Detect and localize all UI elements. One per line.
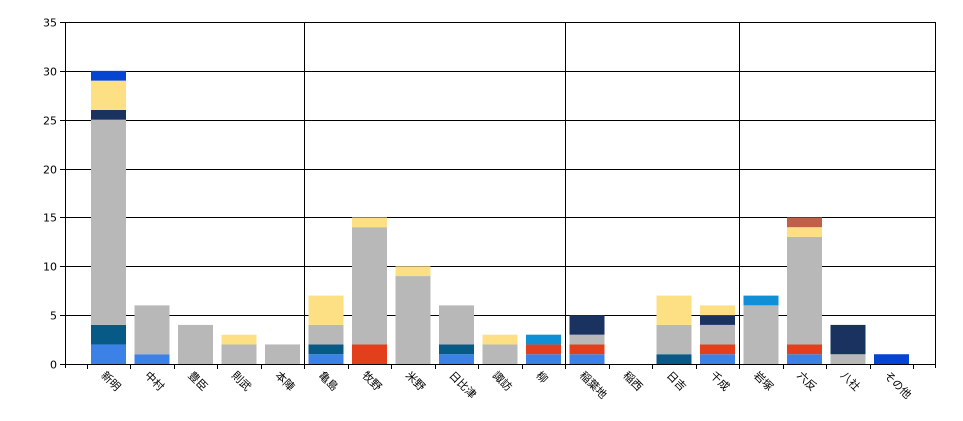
x-category-label: 日比津 [446, 369, 479, 402]
x-category-label: 日吉 [664, 369, 689, 394]
bar-segment [874, 354, 909, 364]
y-tick-label: 10 [43, 261, 57, 274]
bar-segment [830, 324, 866, 355]
x-category-label: 諏訪 [490, 368, 515, 393]
bar-layer [91, 70, 909, 364]
bar-segment [787, 236, 822, 345]
bar-segment [656, 295, 692, 325]
bar-segment [743, 295, 779, 306]
y-tick-label: 30 [43, 66, 57, 79]
bar-segment [352, 227, 387, 345]
bar-segment [700, 344, 735, 355]
bar-segment [656, 324, 692, 355]
x-category-label: 稲西 [620, 369, 645, 394]
bar-segment [569, 344, 605, 355]
bar-segment [395, 276, 431, 364]
x-category-label: 牧野 [359, 368, 384, 393]
y-tick-label: 20 [43, 164, 57, 177]
x-category-label: 亀島 [316, 368, 341, 393]
x-category-label: 六反 [794, 369, 819, 394]
bar-segment [700, 305, 735, 316]
bar-segment [787, 227, 822, 237]
bar-segment [569, 334, 605, 345]
bar-segment [700, 315, 735, 325]
bar-segment [526, 344, 561, 355]
bar-segment [439, 305, 474, 345]
bar-segment [352, 344, 387, 364]
bar-segment [91, 80, 126, 110]
bar-segment [308, 295, 344, 325]
bar-segment [700, 324, 735, 345]
x-category-label: 新明 [98, 368, 123, 393]
x-category-label: 千成 [707, 369, 732, 394]
x-category-label: 米野 [403, 369, 428, 394]
bar-segment [265, 344, 300, 364]
axis-layer [60, 22, 936, 369]
bar-segment [439, 344, 474, 355]
x-category-label: 本陣 [272, 368, 297, 393]
x-category-label: 豊臣 [185, 369, 210, 394]
x-category-label: その他 [881, 369, 914, 402]
y-tick-label: 5 [50, 310, 57, 323]
x-category-label: 稲葉地 [577, 368, 610, 401]
x-category-label: 柳 [533, 368, 551, 386]
bar-segment [700, 354, 735, 364]
bar-segment [221, 334, 257, 345]
bar-segment [352, 217, 387, 228]
bar-segment [569, 315, 605, 335]
y-tick-label: 15 [43, 212, 57, 225]
bar-segment [178, 324, 213, 364]
bar-segment [787, 354, 822, 364]
bar-segment [91, 119, 126, 325]
bar-segment [134, 354, 170, 364]
bar-segment [308, 324, 344, 345]
x-category-label: 則武 [229, 369, 254, 394]
bar-segment [91, 109, 126, 120]
x-category-label: 岩塚 [751, 368, 776, 393]
bar-segment [787, 344, 822, 355]
bar-segment [526, 334, 561, 345]
bar-segment [308, 354, 344, 364]
bar-segment [308, 344, 344, 355]
y-tick-label: 25 [43, 115, 57, 128]
y-tick-label: 0 [50, 359, 57, 372]
bar-segment [439, 354, 474, 364]
bar-segment [482, 334, 518, 345]
bar-segment [830, 354, 866, 364]
bar-segment [569, 354, 605, 364]
label-layer: 0 5 10 15 20 25 30 35 新明 中村 豊臣 則武 本陣 亀島 牧野 米野 日比津 諏訪柳 稲葉地稲… [43, 17, 914, 402]
bar-segment [743, 305, 779, 364]
x-category-label: 中村 [142, 368, 167, 393]
grid-layer [65, 22, 935, 364]
bar-segment [787, 217, 822, 228]
x-category-label: 八社 [838, 368, 863, 393]
bar-segment [656, 354, 692, 364]
bar-segment [91, 70, 126, 81]
bar-segment [395, 266, 431, 277]
bar-segment [526, 354, 561, 364]
bar-segment [134, 305, 170, 355]
bar-segment [482, 344, 518, 364]
bar-segment [221, 344, 257, 364]
bar-segment [91, 344, 126, 364]
bar-segment [91, 324, 126, 345]
y-tick-label: 35 [43, 17, 57, 30]
